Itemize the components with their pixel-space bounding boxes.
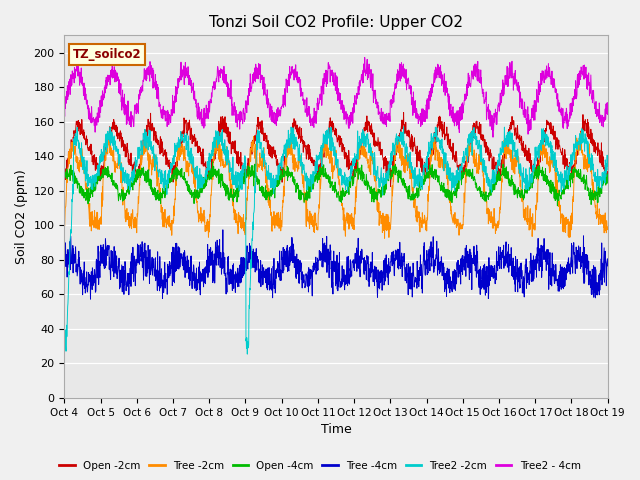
Open -4cm	[588, 188, 596, 193]
Line: Tree2 - 4cm: Tree2 - 4cm	[65, 58, 608, 137]
Tree2 -2cm	[324, 127, 332, 132]
Tree2 - 4cm	[588, 94, 596, 99]
Open -4cm	[310, 176, 318, 181]
Tree2 -2cm	[310, 172, 318, 178]
Tree -2cm	[324, 151, 332, 157]
Line: Tree -2cm: Tree -2cm	[65, 132, 608, 238]
Tree -2cm	[381, 235, 388, 241]
Line: Tree -4cm: Tree -4cm	[65, 230, 608, 299]
Tree -4cm	[61, 231, 68, 237]
Tree -2cm	[310, 212, 318, 217]
Open -4cm	[61, 174, 68, 180]
Open -2cm	[604, 173, 612, 179]
Open -2cm	[588, 136, 596, 142]
Open -2cm	[589, 136, 596, 142]
Line: Tree2 -2cm: Tree2 -2cm	[65, 127, 608, 360]
Line: Open -2cm: Open -2cm	[65, 112, 608, 187]
Tree -2cm	[604, 224, 612, 230]
Open -4cm	[554, 203, 561, 209]
Text: TZ_soilco2: TZ_soilco2	[72, 48, 141, 61]
Tree -4cm	[311, 262, 319, 267]
Y-axis label: Soil CO2 (ppm): Soil CO2 (ppm)	[15, 169, 28, 264]
Tree2 - 4cm	[489, 134, 497, 140]
Open -4cm	[209, 159, 216, 165]
Tree2 -2cm	[88, 186, 96, 192]
Tree -2cm	[488, 225, 496, 231]
Tree2 - 4cm	[324, 65, 332, 71]
Open -4cm	[604, 171, 612, 177]
Tree2 -2cm	[400, 124, 408, 130]
Open -2cm	[400, 109, 408, 115]
Tree2 -2cm	[588, 165, 596, 170]
Tree -2cm	[88, 209, 96, 215]
Open -2cm	[88, 159, 96, 165]
Open -2cm	[489, 156, 497, 162]
Tree -2cm	[577, 130, 584, 135]
Open -4cm	[589, 197, 596, 203]
Line: Open -4cm: Open -4cm	[65, 162, 608, 206]
Open -2cm	[310, 157, 318, 163]
Open -4cm	[88, 191, 96, 197]
Tree -2cm	[61, 221, 68, 227]
Legend: Open -2cm, Tree -2cm, Open -4cm, Tree -4cm, Tree2 -2cm, Tree2 - 4cm: Open -2cm, Tree -2cm, Open -4cm, Tree -4…	[55, 456, 585, 475]
Tree -2cm	[588, 182, 596, 188]
Tree -4cm	[604, 263, 612, 269]
Open -2cm	[324, 135, 332, 141]
X-axis label: Time: Time	[321, 423, 351, 436]
Tree2 - 4cm	[61, 104, 68, 110]
Open -4cm	[325, 180, 333, 185]
Tree -4cm	[325, 275, 333, 280]
Tree2 - 4cm	[488, 119, 496, 124]
Tree2 -2cm	[488, 167, 496, 173]
Tree2 -2cm	[604, 160, 612, 166]
Open -4cm	[488, 182, 496, 188]
Open -2cm	[387, 184, 394, 190]
Tree2 -2cm	[61, 358, 68, 363]
Tree -4cm	[88, 265, 96, 271]
Tree -4cm	[86, 296, 94, 302]
Tree -4cm	[219, 227, 227, 233]
Tree2 -2cm	[588, 167, 596, 173]
Tree -4cm	[588, 266, 596, 272]
Open -2cm	[61, 173, 68, 179]
Tree2 - 4cm	[589, 100, 596, 106]
Tree -2cm	[589, 178, 596, 184]
Tree2 - 4cm	[310, 105, 318, 111]
Title: Tonzi Soil CO2 Profile: Upper CO2: Tonzi Soil CO2 Profile: Upper CO2	[209, 15, 463, 30]
Tree2 - 4cm	[361, 55, 369, 60]
Tree -4cm	[489, 263, 497, 269]
Tree -4cm	[589, 269, 596, 275]
Tree2 - 4cm	[604, 100, 612, 106]
Tree2 - 4cm	[88, 119, 96, 125]
